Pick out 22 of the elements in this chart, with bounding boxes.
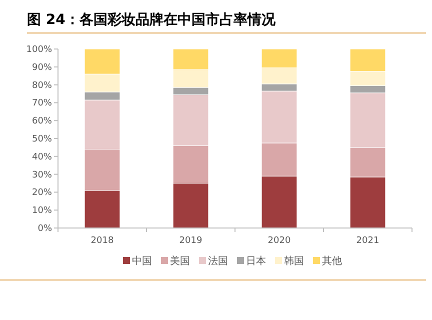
y-tick-label: 40% [32,152,52,162]
x-tick-label: 2019 [179,236,202,246]
legend-label: 其他 [322,255,342,267]
legend-label: 日本 [246,255,266,267]
y-tick-label: 20% [32,188,52,198]
y-tick-label: 30% [32,170,52,180]
legend-label: 中国 [132,255,152,267]
x-tick-label: 2021 [356,236,380,246]
y-tick-label: 10% [32,206,52,216]
y-tick-label: 50% [32,134,52,144]
x-tick-label: 2020 [268,236,291,246]
y-tick-label: 0% [38,224,52,234]
legend-label: 法国 [208,255,228,267]
y-tick-label: 60% [32,116,52,127]
chart-title: 图 24：各国彩妆品牌在中国市占率情况 [27,11,276,28]
legend-label: 美国 [170,255,190,267]
y-tick-label: 90% [32,62,52,73]
x-tick-label: 2018 [90,236,114,246]
y-tick-label: 80% [32,80,52,91]
y-tick-label: 100% [26,45,52,55]
y-tick-label: 70% [32,98,52,109]
legend-label: 韩国 [284,255,304,267]
